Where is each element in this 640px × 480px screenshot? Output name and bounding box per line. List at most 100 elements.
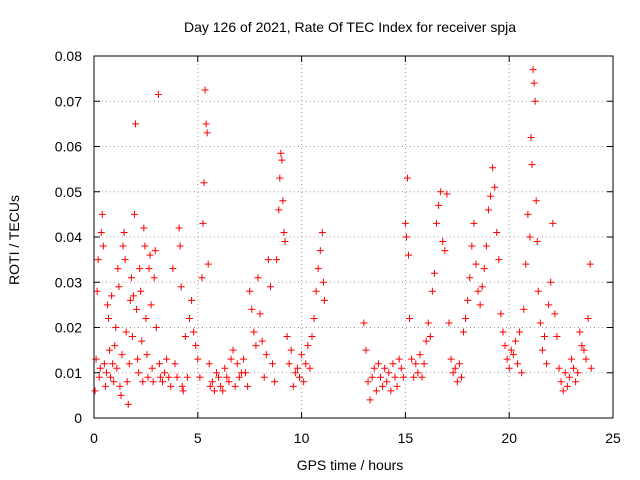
x-tick-labels: 0 5 10 15 20 25 [90,430,621,446]
data-point [574,369,582,377]
y-tick-label: 0.08 [55,48,82,64]
data-point [511,337,519,345]
data-point [173,373,181,381]
data-point [474,287,482,295]
data-point [543,360,551,368]
data-point [320,296,328,304]
data-point [439,238,447,246]
data-point [271,378,279,386]
data-point [416,351,424,359]
data-point [298,351,306,359]
data-point [93,287,101,295]
data-point [225,378,233,386]
data-point [179,387,187,395]
data-point [285,360,293,368]
data-point [580,346,588,354]
data-point [124,400,132,408]
data-point [300,378,308,386]
data-point [310,314,318,322]
data-point [360,319,368,327]
data-point [242,369,250,377]
data-point [462,314,470,322]
data-point [387,387,395,395]
data-point [280,228,288,236]
data-point [383,378,391,386]
data-point [549,219,557,227]
data-point [210,387,218,395]
data-point [229,346,237,354]
data-point [204,260,212,268]
x-tick-label: 20 [501,430,517,446]
data-point [161,369,169,377]
data-point [306,364,314,372]
data-point [198,274,206,282]
data-point [276,174,284,182]
data-point [430,269,438,277]
data-point [545,301,553,309]
data-point [489,164,497,172]
data-point [318,228,326,236]
data-points [91,66,595,408]
data-point [403,174,411,182]
data-point [293,364,301,372]
data-point [408,355,416,363]
data-point [132,120,140,128]
data-point [379,382,387,390]
data-point [96,364,104,372]
data-point [101,382,109,390]
data-point [109,360,117,368]
data-point [233,360,241,368]
y-tick-label: 0.05 [55,184,82,200]
data-point [137,287,145,295]
data-point [256,310,264,318]
data-point [455,360,463,368]
data-point [100,360,108,368]
data-point [476,301,484,309]
data-point [561,369,569,377]
data-point [406,314,414,322]
y-tick-label: 0.03 [55,274,82,290]
data-point [190,328,198,336]
data-point [142,314,150,322]
data-point [381,364,389,372]
data-point [457,373,465,381]
data-point [433,219,441,227]
data-point [370,364,378,372]
data-point [266,283,274,291]
data-point [291,369,299,377]
data-point [159,378,167,386]
data-point [302,360,310,368]
data-point [121,256,129,264]
data-point [532,197,540,205]
data-point [145,265,153,273]
data-point [402,233,410,241]
y-tick-label: 0.04 [55,229,82,245]
data-point [385,369,393,377]
data-point [176,242,184,250]
data-point [522,260,530,268]
data-point [221,364,229,372]
data-point [314,265,322,273]
data-point [453,378,461,386]
data-point [527,133,535,141]
data-point [103,301,111,309]
data-point [420,360,428,368]
data-point [108,292,116,300]
data-point [106,346,114,354]
data-point [531,97,539,105]
data-point [208,378,216,386]
data-point [183,373,191,381]
data-point [188,296,196,304]
data-point [203,129,211,137]
data-point [499,328,507,336]
data-point [201,86,209,94]
data-point [144,373,152,381]
data-point [368,373,376,381]
data-point [244,382,252,390]
data-point [212,369,220,377]
data-point [269,360,277,368]
data-point [412,360,420,368]
data-point [312,287,320,295]
data-point [171,360,179,368]
